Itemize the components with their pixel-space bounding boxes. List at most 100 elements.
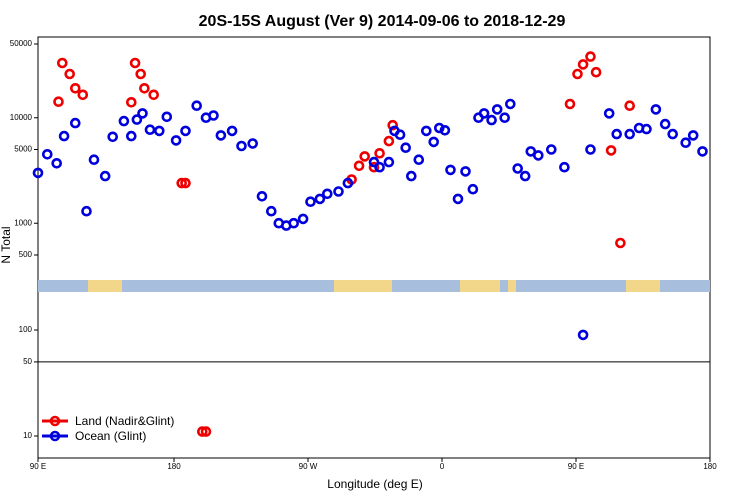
ocean-point xyxy=(467,183,479,195)
ocean-point xyxy=(439,125,451,136)
ocean-point xyxy=(236,140,247,152)
ocean-point xyxy=(525,146,537,157)
ocean-point xyxy=(81,205,92,217)
y-tick-label: 500 xyxy=(19,250,33,259)
land-point xyxy=(353,160,365,172)
ocean-point xyxy=(667,128,679,140)
ocean-point xyxy=(161,111,173,123)
land-point xyxy=(359,151,371,162)
ocean-point xyxy=(333,186,344,197)
ocean-point xyxy=(413,154,425,165)
ocean-point xyxy=(88,154,100,165)
land-point xyxy=(135,68,146,80)
ocean-point xyxy=(650,104,662,115)
ocean-point xyxy=(51,158,63,169)
ocean-point xyxy=(559,161,570,173)
ocean-point xyxy=(58,130,70,142)
ocean-point xyxy=(215,130,227,141)
ocean-point xyxy=(394,129,406,140)
ocean-point xyxy=(405,170,417,182)
land-point xyxy=(564,98,576,110)
x-tick-label: 180 xyxy=(703,462,717,471)
y-tick-label: 10000 xyxy=(10,113,33,122)
y-tick-label: 10 xyxy=(23,431,32,440)
land-mask-segment xyxy=(626,280,660,292)
ocean-point xyxy=(532,150,544,161)
chart-title: 20S-15S August (Ver 9) 2014-09-06 to 201… xyxy=(199,13,566,30)
ocean-point xyxy=(118,115,130,127)
ocean-point xyxy=(247,138,258,149)
land-point xyxy=(605,145,617,156)
ocean-point xyxy=(208,110,219,121)
ocean-point xyxy=(226,125,238,137)
land-point xyxy=(383,135,395,147)
y-tick-label: 50 xyxy=(23,357,32,366)
x-tick-label: 90 E xyxy=(30,462,46,471)
ocean-point xyxy=(504,98,516,110)
data-points xyxy=(32,51,708,437)
ocean-point xyxy=(428,136,440,148)
x-tick-label: 90 E xyxy=(568,462,584,471)
ocean-point xyxy=(314,193,326,205)
ocean-point xyxy=(256,191,268,202)
ocean-point xyxy=(519,170,531,182)
land-point xyxy=(585,51,596,62)
ocean-point xyxy=(342,177,354,189)
ocean-point xyxy=(191,100,202,111)
land-point xyxy=(590,66,602,78)
x-tick-label: 90 W xyxy=(299,462,318,471)
land-point xyxy=(624,100,636,111)
ocean-point xyxy=(383,156,395,168)
ocean-point xyxy=(460,166,471,177)
land-point xyxy=(615,237,626,249)
land-mask-segment xyxy=(334,280,392,292)
x-tick-label: 0 xyxy=(440,462,445,471)
ocean-point xyxy=(99,170,111,182)
land-point xyxy=(374,148,385,159)
ocean-point xyxy=(433,122,445,134)
ocean-point xyxy=(170,135,182,146)
x-axis-label: Longitude (deg E) xyxy=(327,477,422,491)
land-point xyxy=(129,57,141,69)
land-point xyxy=(139,83,150,94)
ocean-point xyxy=(32,167,44,179)
ocean-point xyxy=(603,108,615,119)
land-point xyxy=(180,177,191,189)
legend-ocean-label: Ocean (Glint) xyxy=(75,429,146,443)
ocean-point xyxy=(687,130,699,141)
ocean-point xyxy=(659,118,671,130)
ocean-point xyxy=(180,125,191,137)
ocean-point xyxy=(297,213,309,225)
ocean-point xyxy=(154,125,165,137)
ocean-point xyxy=(137,108,148,119)
ocean-point xyxy=(107,131,118,143)
ocean-point xyxy=(70,117,81,129)
ocean-point xyxy=(512,163,524,174)
land-point xyxy=(572,68,583,80)
ocean-point xyxy=(624,128,636,140)
ocean-point xyxy=(305,196,316,207)
x-axis-ticks: 90 E 180 90 W 0 90 E 180 xyxy=(30,458,717,471)
land-point xyxy=(64,68,75,80)
land-point xyxy=(148,89,159,101)
legend: Land (Nadir&Glint) Ocean (Glint) xyxy=(42,414,174,443)
y-axis-ticks: 500 1000 5000 10000 50000 10 50 100 xyxy=(10,39,38,440)
land-point xyxy=(176,177,187,189)
ocean-point xyxy=(491,104,503,115)
legend-land-label: Land (Nadir&Glint) xyxy=(75,414,174,428)
legend-ocean-marker xyxy=(49,430,61,442)
ocean-point xyxy=(144,124,156,135)
land-point xyxy=(200,426,212,437)
legend-land-marker xyxy=(49,415,61,427)
ocean-point xyxy=(400,142,412,153)
land-mask-segment xyxy=(460,280,500,292)
land-ocean-mask xyxy=(38,280,710,292)
ocean-point xyxy=(641,123,652,135)
ocean-point xyxy=(420,125,432,137)
ocean-point xyxy=(478,108,490,119)
land-point xyxy=(77,89,89,101)
land-mask-segment xyxy=(88,280,122,292)
ocean-point xyxy=(697,146,708,157)
ocean-point xyxy=(545,144,557,155)
